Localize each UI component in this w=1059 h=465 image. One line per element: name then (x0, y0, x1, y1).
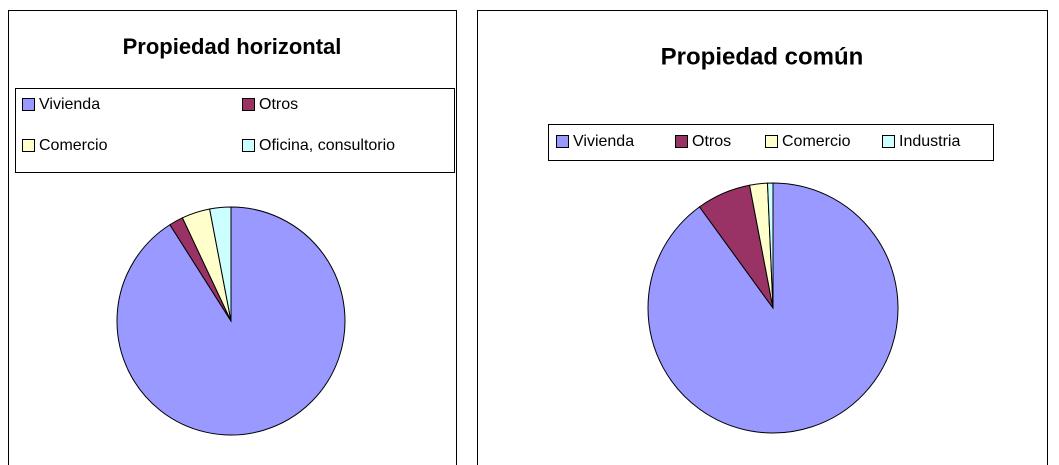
legend-swatch (22, 98, 35, 111)
legend-label: Vivienda (573, 133, 634, 150)
legend-label: Vivienda (39, 96, 100, 113)
legend-label: Oficina, consultorio (259, 137, 395, 154)
legend-label: Comercio (782, 133, 851, 150)
legend-swatch (556, 135, 569, 148)
legend-swatch (242, 98, 255, 111)
legend-label: Otros (259, 96, 298, 113)
pie-slice (209, 206, 232, 322)
legend-swatch (22, 139, 35, 152)
legend-swatch (675, 135, 688, 148)
chart-frame (477, 10, 1048, 465)
chart-title: Propiedad horizontal (123, 34, 342, 59)
chart-frame (8, 10, 457, 465)
pie-slice (766, 182, 774, 309)
legend-label: Comercio (39, 137, 108, 154)
legend-frame (548, 124, 994, 161)
legend-swatch (765, 135, 778, 148)
legend-swatch (242, 139, 255, 152)
chart-title: Propiedad común (661, 43, 864, 70)
legend-swatch (882, 135, 895, 148)
legend-label: Industria (899, 133, 960, 150)
legend-frame (15, 88, 455, 173)
legend-label: Otros (692, 133, 731, 150)
